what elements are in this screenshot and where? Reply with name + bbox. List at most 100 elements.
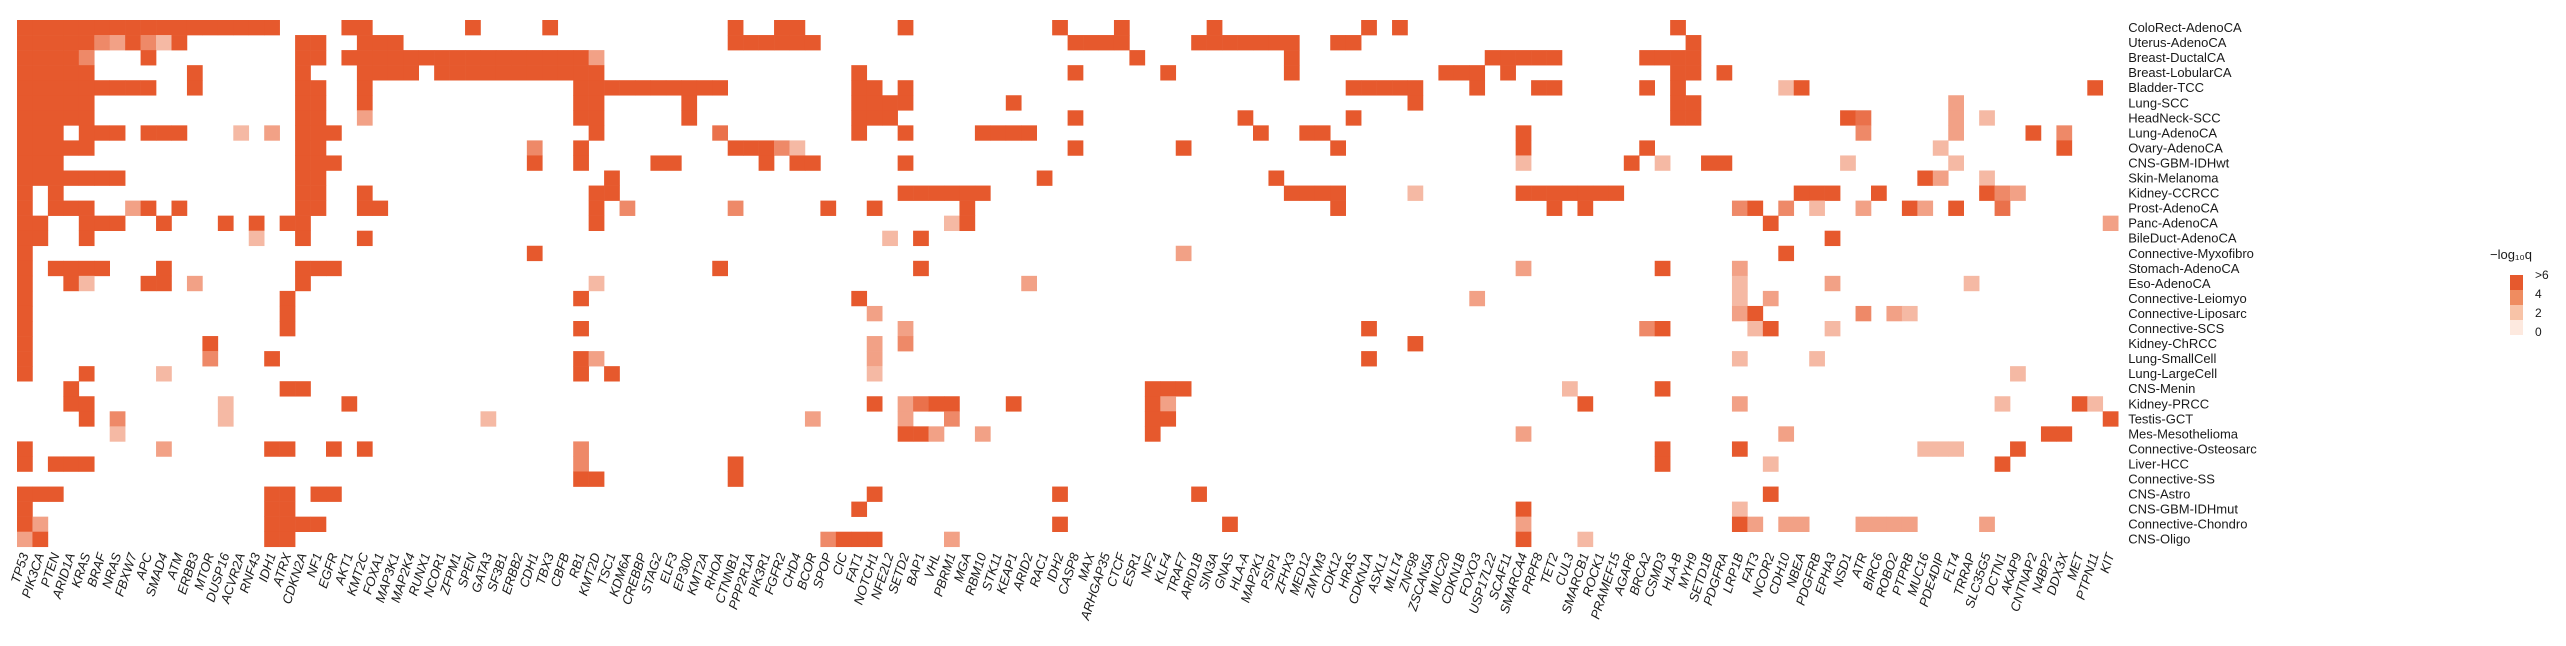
heatmap-cell <box>1592 185 1609 201</box>
heatmap-cell <box>63 396 80 412</box>
heatmap-cell <box>17 336 33 352</box>
heatmap-cell <box>125 80 141 96</box>
heatmap-cell <box>78 110 95 126</box>
heatmap-cell <box>140 200 157 216</box>
heatmap-cell <box>403 50 419 66</box>
heatmap-cell <box>78 140 95 156</box>
heatmap-cell <box>650 80 667 96</box>
heatmap-cell <box>897 125 914 141</box>
heatmap-cell <box>1144 381 1161 397</box>
heatmap-cell <box>959 200 976 216</box>
heatmap-cell <box>2010 185 2026 201</box>
heatmap-cell <box>32 155 49 171</box>
heatmap-cell <box>1392 80 1408 96</box>
heatmap-cell <box>557 50 574 66</box>
heatmap-cell <box>526 50 543 66</box>
heatmap-cell <box>588 125 605 141</box>
colorbar-tick: >6 <box>2535 268 2549 282</box>
heatmap-cell <box>140 80 157 96</box>
heatmap-cell <box>712 80 728 96</box>
heatmap-cell <box>511 65 528 81</box>
heatmap-cell <box>526 65 543 81</box>
heatmap-cell <box>866 531 883 548</box>
heatmap-cell <box>1731 396 1748 412</box>
heatmap-cell <box>295 50 311 66</box>
heatmap-cell <box>264 351 280 367</box>
heatmap-cell <box>156 275 172 292</box>
heatmap-cell <box>1191 35 1207 51</box>
heatmap-cell <box>310 170 327 186</box>
heatmap-cell <box>47 35 64 51</box>
heatmap-cell <box>279 441 296 457</box>
heatmap-cell <box>573 155 589 171</box>
heatmap-cell <box>47 95 64 111</box>
heatmap-cell <box>804 155 821 171</box>
heatmap-cell <box>1283 65 1300 81</box>
heatmap-cell <box>866 110 883 126</box>
heatmap-cell <box>1577 531 1594 548</box>
heatmap-cell <box>418 50 435 66</box>
heatmap-cell <box>1453 65 1470 81</box>
heatmap-cell <box>1407 80 1424 96</box>
heatmap-cell <box>588 215 605 231</box>
heatmap-cell <box>387 35 404 51</box>
heatmap-cell <box>295 516 311 532</box>
heatmap-cell <box>974 125 991 141</box>
heatmap-cell <box>588 351 605 367</box>
heatmap-cell <box>665 155 682 171</box>
heatmap-cell <box>882 110 898 126</box>
heatmap-cell <box>588 471 605 487</box>
column-label: NF1 <box>303 551 325 579</box>
heatmap-cell <box>804 411 821 427</box>
heatmap-cell <box>356 50 373 66</box>
heatmap-cell <box>1979 185 1995 201</box>
heatmap-cell <box>588 65 605 81</box>
heatmap-cell <box>94 170 110 186</box>
heatmap-cell <box>1731 441 1748 457</box>
heatmap-cell <box>1345 80 1362 96</box>
heatmap-cell <box>1191 486 1207 502</box>
heatmap-cell <box>1515 155 1532 171</box>
heatmap-cell <box>248 230 265 247</box>
heatmap-cell <box>835 531 852 548</box>
heatmap-cell <box>1731 516 1748 532</box>
heatmap-cell <box>78 20 95 36</box>
heatmap-cell <box>1685 50 1702 66</box>
row-label: Breast-DuctalCA <box>2128 50 2225 65</box>
heatmap-cell <box>588 275 605 292</box>
heatmap-cell <box>1577 200 1594 216</box>
heatmap-cell <box>32 125 49 141</box>
heatmap-cell <box>727 200 744 216</box>
heatmap-cell <box>32 516 49 532</box>
heatmap-cell <box>588 110 605 126</box>
heatmap-cell <box>1685 35 1702 51</box>
row-label: Kidney-PRCC <box>2128 396 2209 411</box>
heatmap-cell <box>897 411 914 427</box>
heatmap-cell <box>1654 456 1671 472</box>
heatmap-cell <box>1268 35 1285 51</box>
heatmap-cell <box>387 50 404 66</box>
heatmap-cell <box>1129 50 1146 66</box>
heatmap-cell <box>217 411 234 427</box>
heatmap-cell <box>1160 411 1177 427</box>
heatmap-cell <box>47 125 64 141</box>
heatmap-cell <box>326 486 342 502</box>
heatmap-cell <box>1484 50 1501 66</box>
heatmap-cell <box>32 50 49 66</box>
heatmap-cell <box>279 516 296 532</box>
column-label: RB1 <box>566 551 588 580</box>
heatmap-cell <box>140 125 157 141</box>
heatmap-cell <box>32 110 49 126</box>
heatmap-cell <box>1747 305 1764 322</box>
heatmap-cell <box>1206 35 1223 51</box>
heatmap-cell <box>1546 80 1563 96</box>
heatmap-cell <box>1685 65 1702 81</box>
heatmap-cell <box>356 110 373 126</box>
heatmap-cell <box>604 170 620 186</box>
heatmap-cell <box>17 125 33 141</box>
colorbar-tick: 4 <box>2535 287 2542 301</box>
heatmap-cell <box>109 170 126 186</box>
heatmap-cell <box>1685 110 1702 126</box>
heatmap-cell <box>1283 35 1300 51</box>
heatmap-cell <box>1639 80 1655 96</box>
